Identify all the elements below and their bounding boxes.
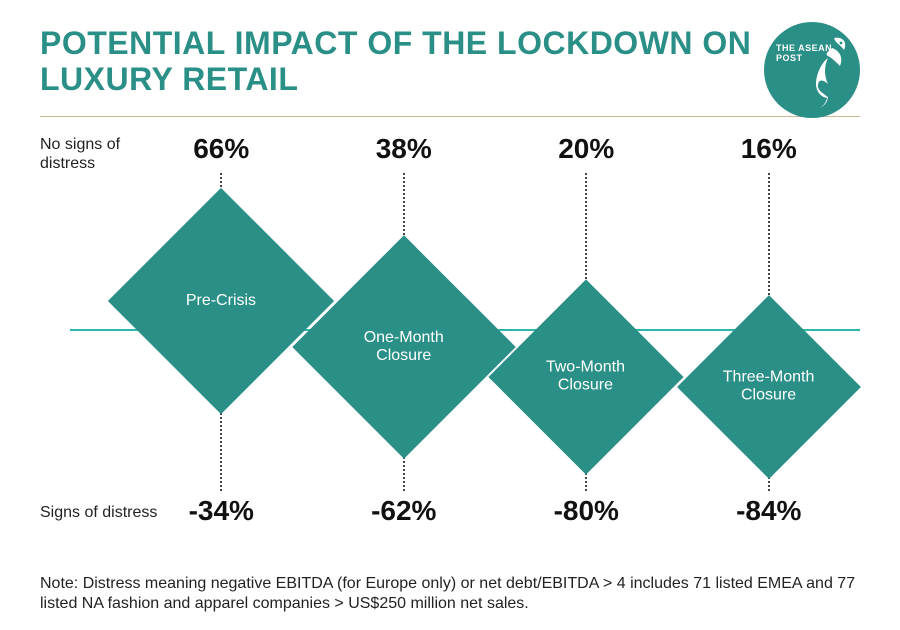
value-bottom: -34%: [189, 495, 254, 527]
chart-column: 38% One-Month Closure -62%: [313, 131, 496, 551]
value-top: 66%: [193, 133, 249, 165]
diamond-marker: Two-Month Closure: [489, 279, 684, 474]
diamond-label: Three-Month Closure: [719, 364, 819, 409]
diamond-marker: One-Month Closure: [292, 235, 515, 458]
brand-logo-text: THE ASEAN POST: [776, 44, 860, 64]
value-bottom: -62%: [371, 495, 436, 527]
chart-column: 16% Three-Month Closure -84%: [678, 131, 861, 551]
chart-column: 66% Pre-Crisis -34%: [130, 131, 313, 551]
chart-column: 20% Two-Month Closure -80%: [495, 131, 678, 551]
value-bottom: -80%: [554, 495, 619, 527]
diamond-label: One-Month Closure: [360, 324, 448, 369]
diamond-label: Two-Month Closure: [543, 354, 630, 399]
page-title: POTENTIAL IMPACT OF THE LOCKDOWN ON LUXU…: [40, 26, 860, 98]
diamond-label: Pre-Crisis: [182, 287, 260, 313]
value-top: 38%: [376, 133, 432, 165]
value-bottom: -84%: [736, 495, 801, 527]
footnote: Note: Distress meaning negative EBITDA (…: [40, 574, 870, 614]
impact-chart: No signs of distress Signs of distress 6…: [40, 131, 860, 551]
brand-logo: THE ASEAN POST: [764, 22, 860, 118]
diamond-marker: Three-Month Closure: [677, 295, 861, 479]
divider: [40, 116, 860, 117]
value-top: 20%: [558, 133, 614, 165]
value-top: 16%: [741, 133, 797, 165]
diamond-marker: Pre-Crisis: [108, 188, 334, 414]
